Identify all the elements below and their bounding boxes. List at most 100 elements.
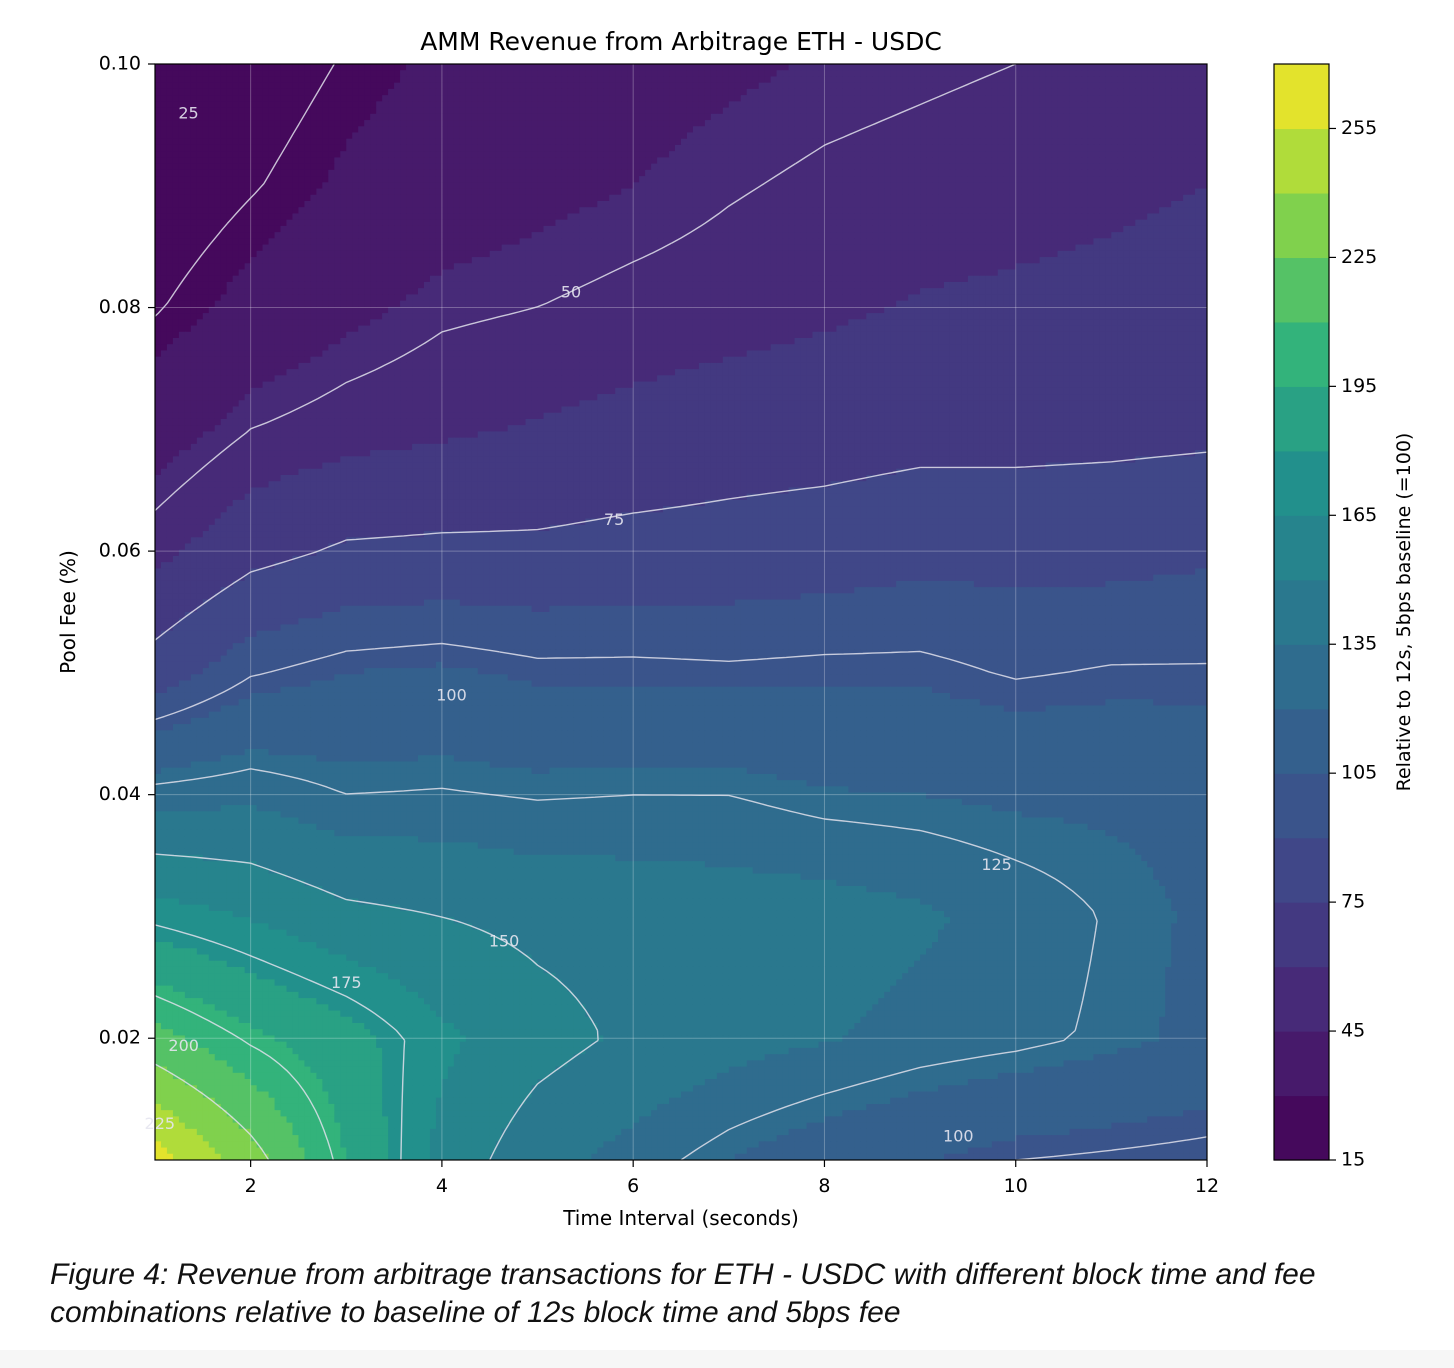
contour-band-cell — [544, 83, 551, 90]
contour-band-cell — [759, 89, 766, 96]
contour-band-cell — [472, 101, 479, 108]
contour-band-cell — [520, 83, 527, 90]
contour-band-cell — [830, 83, 837, 90]
contour-band-cell — [257, 76, 264, 83]
contour-band-cell — [478, 83, 485, 90]
contour-band-cell — [412, 95, 419, 102]
contour-band-cell — [550, 70, 557, 77]
contour-band-cell — [1081, 83, 1088, 90]
contour-band-cell — [1159, 89, 1166, 96]
contour-band-cell — [544, 95, 551, 102]
contour-band-cell — [765, 83, 772, 90]
contour-band-cell — [1052, 95, 1059, 102]
contour-band-cell — [257, 101, 264, 108]
contour-band-cell — [585, 64, 592, 71]
contour-band-cell — [633, 89, 640, 96]
contour-band-cell — [890, 64, 897, 71]
contour-band-cell — [753, 83, 760, 90]
contour-band-cell — [986, 83, 993, 90]
contour-band-cell — [669, 89, 676, 96]
contour-band-cell — [400, 95, 407, 102]
contour-band-cell — [645, 101, 652, 108]
contour-band-cell — [813, 89, 820, 96]
contour-band-cell — [1058, 83, 1065, 90]
contour-band-cell — [573, 101, 580, 108]
contour-band-cell — [292, 95, 299, 102]
contour-band-cell — [1111, 76, 1118, 83]
contour-band-cell — [161, 101, 168, 108]
contour-band-cell — [269, 64, 276, 71]
contour-band-cell — [938, 76, 945, 83]
contour-band-cell — [526, 70, 533, 77]
contour-band-cell — [203, 95, 210, 102]
contour-band-cell — [346, 101, 353, 108]
contour-band-cell — [872, 95, 879, 102]
contour-band-cell — [490, 76, 497, 83]
contour-band-cell — [777, 95, 784, 102]
contour-band-cell — [567, 83, 574, 90]
contour-band-cell — [1022, 76, 1029, 83]
contour-band-cell — [173, 64, 180, 71]
contour-band-cell — [1064, 89, 1071, 96]
contour-band-cell — [914, 64, 921, 71]
contour-band-cell — [544, 70, 551, 77]
contour-band-cell — [597, 76, 604, 83]
contour-band-cell — [878, 64, 885, 71]
contour-band-cell — [233, 89, 240, 96]
contour-band-cell — [364, 89, 371, 96]
contour-band-cell — [777, 76, 784, 83]
contour-band-cell — [1070, 89, 1077, 96]
contour-band-cell — [520, 101, 527, 108]
contour-band-cell — [233, 83, 240, 90]
contour-band-cell — [1004, 70, 1011, 77]
contour-band-cell — [968, 95, 975, 102]
contour-band-cell — [364, 64, 371, 71]
contour-band-cell — [370, 64, 377, 71]
contour-band-cell — [460, 89, 467, 96]
contour-band-cell — [920, 89, 927, 96]
contour-band-cell — [358, 70, 365, 77]
contour-band-cell — [496, 70, 503, 77]
contour-band-cell — [1093, 70, 1100, 77]
contour-band-cell — [926, 70, 933, 77]
contour-band-cell — [699, 101, 706, 108]
contour-band-cell — [1123, 70, 1130, 77]
contour-band-cell — [675, 83, 682, 90]
contour-band-cell — [1105, 95, 1112, 102]
contour-band-cell — [1189, 76, 1196, 83]
contour-band-cell — [161, 76, 168, 83]
contour-band-cell — [1087, 89, 1094, 96]
contour-band-cell — [890, 95, 897, 102]
contour-band-cell — [191, 89, 198, 96]
contour-band-cell — [573, 89, 580, 96]
contour-band-cell — [424, 101, 431, 108]
contour-band-cell — [836, 95, 843, 102]
contour-band-cell — [1135, 64, 1142, 71]
contour-band-cell — [400, 83, 407, 90]
contour-band-cell — [741, 89, 748, 96]
contour-band-cell — [191, 70, 198, 77]
contour-band-cell — [514, 64, 521, 71]
contour-band-cell — [382, 89, 389, 96]
contour-band-cell — [1105, 89, 1112, 96]
contour-band-cell — [609, 76, 616, 83]
contour-band-cell — [275, 89, 282, 96]
contour-band-cell — [1046, 83, 1053, 90]
contour-band-cell — [848, 64, 855, 71]
contour-band-cell — [950, 76, 957, 83]
contour-band-cell — [866, 95, 873, 102]
contour-band-cell — [896, 70, 903, 77]
contour-band-cell — [735, 89, 742, 96]
contour-band-cell — [502, 89, 509, 96]
contour-band-cell — [310, 64, 317, 71]
contour-band-cell — [561, 89, 568, 96]
contour-band-cell — [454, 70, 461, 77]
contour-band-cell — [322, 101, 329, 108]
contour-band-cell — [765, 89, 772, 96]
contour-band-cell — [1070, 76, 1077, 83]
contour-band-cell — [221, 64, 228, 71]
contour-band-cell — [376, 101, 383, 108]
contour-band-cell — [173, 95, 180, 102]
contour-band-cell — [1129, 64, 1136, 71]
contour-band-cell — [675, 101, 682, 108]
